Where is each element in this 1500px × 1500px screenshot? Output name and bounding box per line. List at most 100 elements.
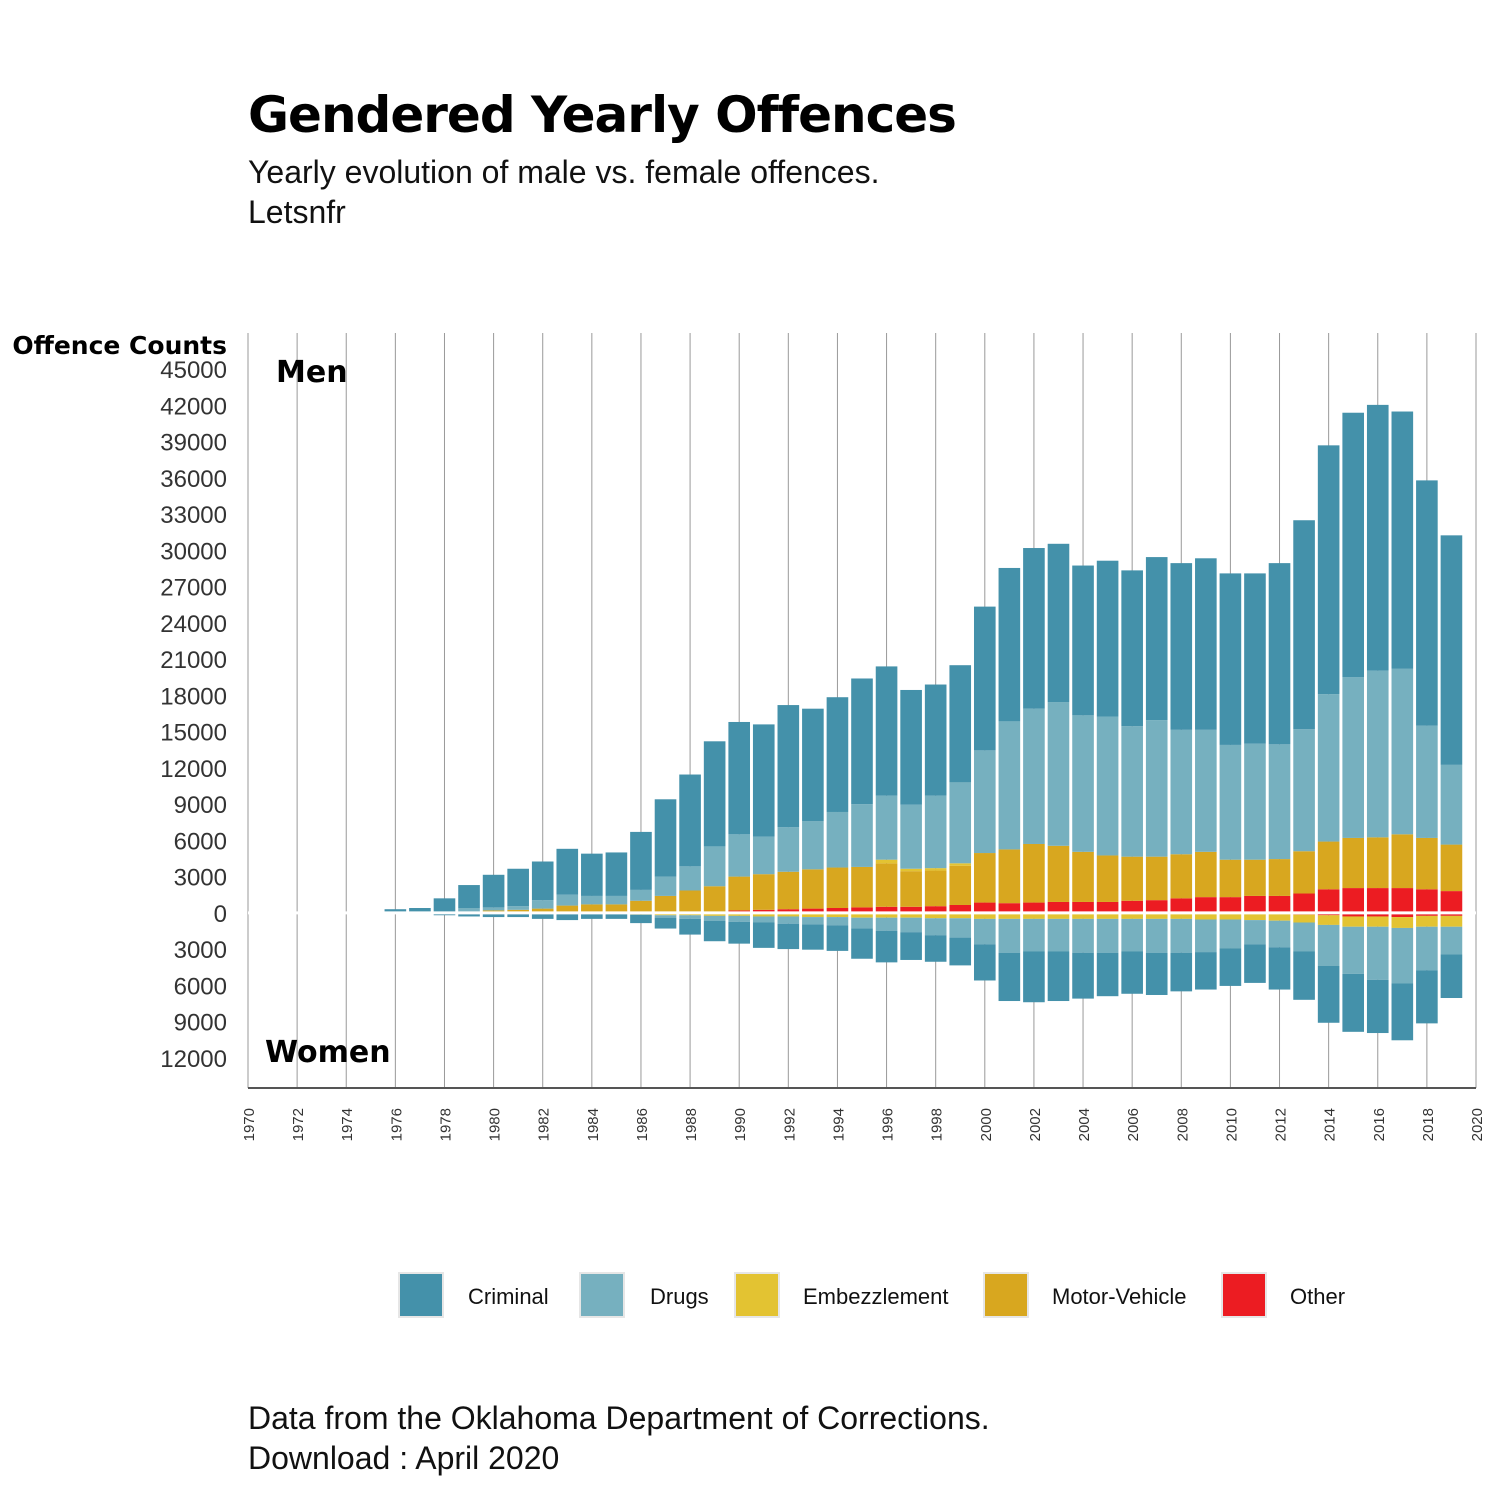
bar-women-embezzlement-2010 — [1219, 913, 1242, 920]
bar-men-other-2019 — [1440, 891, 1463, 913]
bar-men-other-2015 — [1342, 888, 1365, 913]
bar-men-criminal-1996 — [875, 666, 898, 796]
x-tick-label: 1978 — [437, 1108, 454, 1141]
bar-women-drugs-2014 — [1317, 924, 1340, 966]
bar-men-motor-vehicle-1986 — [630, 900, 652, 913]
bar-men-criminal-2011 — [1244, 573, 1266, 744]
bar-women-embezzlement-2003 — [1047, 912, 1070, 919]
bar-women-criminal-2011 — [1244, 944, 1266, 983]
x-tick-label: 1984 — [585, 1108, 602, 1141]
bar-women-criminal-2003 — [1047, 951, 1070, 1002]
bar-men-criminal-2001 — [998, 567, 1021, 722]
bar-men-other-2013 — [1293, 893, 1315, 913]
bar-men-drugs-1985 — [605, 895, 628, 905]
y-tick-label: 33000 — [160, 502, 227, 529]
bar-women-criminal-2006 — [1121, 951, 1143, 994]
bar-men-other-2017 — [1391, 888, 1414, 913]
bar-women-criminal-1980 — [482, 913, 505, 918]
bar-women-drugs-1988 — [679, 915, 701, 919]
y-tick-label: 42000 — [160, 393, 227, 420]
bar-women-criminal-2005 — [1096, 952, 1119, 997]
bar-men-criminal-2000 — [973, 606, 996, 751]
bar-women-criminal-1986 — [630, 914, 652, 924]
bar-men-motor-vehicle-2017 — [1391, 834, 1414, 889]
bar-women-embezzlement-2004 — [1072, 912, 1094, 919]
bar-women-criminal-1995 — [851, 928, 873, 959]
x-tick-label: 1988 — [683, 1108, 700, 1141]
bar-women-drugs-2013 — [1293, 922, 1315, 952]
bar-men-motor-vehicle-1995 — [851, 866, 873, 908]
bar-men-criminal-1994 — [826, 697, 849, 812]
legend-swatch-other — [1221, 1272, 1267, 1318]
bar-women-criminal-1988 — [679, 918, 701, 935]
bar-men-motor-vehicle-1997 — [900, 871, 922, 907]
bar-men-other-2018 — [1416, 889, 1438, 913]
bar-women-drugs-1997 — [900, 917, 922, 933]
bar-men-drugs-1994 — [826, 811, 849, 868]
bar-men-criminal-1983 — [556, 848, 579, 895]
bar-women-criminal-1985 — [605, 914, 628, 919]
bar-men-drugs-1979 — [458, 908, 480, 912]
bar-men-other-2003 — [1047, 901, 1070, 913]
bar-men-drugs-2003 — [1047, 702, 1070, 846]
bar-men-drugs-2016 — [1366, 670, 1389, 838]
bar-men-drugs-2001 — [998, 721, 1021, 850]
bar-men-other-2002 — [1023, 902, 1045, 913]
x-tick-label: 2020 — [1469, 1108, 1486, 1141]
legend-swatch-drugs — [579, 1272, 625, 1318]
bar-men-drugs-1992 — [777, 827, 800, 872]
bar-women-embezzlement-2014 — [1317, 915, 1340, 925]
bar-women-criminal-2001 — [998, 952, 1021, 1002]
bar-women-drugs-2003 — [1047, 918, 1070, 952]
bar-men-motor-vehicle-1992 — [777, 871, 800, 910]
bar-men-motor-vehicle-2008 — [1170, 854, 1193, 899]
bar-women-criminal-2008 — [1170, 952, 1193, 992]
subtitle-line-2: Letsnfr — [248, 194, 346, 230]
bar-women-drugs-2000 — [973, 918, 996, 945]
bar-men-drugs-1981 — [507, 906, 529, 910]
legend-label-drugs: Drugs — [650, 1284, 709, 1309]
bar-men-criminal-2008 — [1170, 563, 1193, 730]
bar-women-drugs-1994 — [826, 917, 849, 926]
bar-women-embezzlement-2006 — [1121, 912, 1143, 919]
bar-women-drugs-2019 — [1440, 926, 1463, 955]
bar-men-other-2012 — [1268, 895, 1291, 913]
bar-women-criminal-1998 — [924, 935, 947, 962]
bar-women-embezzlement-2005 — [1096, 912, 1119, 919]
bar-women-drugs-1993 — [802, 917, 824, 925]
bar-men-drugs-2015 — [1342, 677, 1365, 838]
bar-men-motor-vehicle-2014 — [1317, 841, 1340, 890]
bar-men-criminal-1978 — [433, 898, 456, 913]
bar-men-criminal-2012 — [1268, 563, 1291, 745]
bar-women-embezzlement-1997 — [900, 912, 922, 918]
bar-women-embezzlement-2009 — [1195, 913, 1217, 920]
bar-men-motor-vehicle-1984 — [581, 904, 603, 913]
bar-women-drugs-2010 — [1219, 919, 1242, 949]
bar-women-embezzlement-1990 — [728, 912, 751, 916]
bar-women-criminal-1982 — [531, 914, 554, 919]
bar-women-criminal-2015 — [1342, 973, 1365, 1032]
bar-men-drugs-1989 — [703, 846, 726, 887]
bar-men-motor-vehicle-2002 — [1023, 843, 1045, 903]
legend-label-other: Other — [1290, 1284, 1345, 1309]
bar-men-embezzlement-1998 — [924, 868, 947, 871]
bar-women-drugs-2001 — [998, 918, 1021, 953]
y-tick-label: 9000 — [174, 1010, 227, 1037]
bar-women-criminal-2000 — [973, 944, 996, 981]
bar-women-embezzlement-2011 — [1244, 914, 1266, 921]
bar-women-criminal-2002 — [1023, 951, 1045, 1003]
bar-men-motor-vehicle-1981 — [507, 909, 529, 913]
y-tick-label: 24000 — [160, 611, 227, 638]
bar-women-embezzlement-2016 — [1366, 916, 1389, 927]
legend-swatch-motor-vehicle — [983, 1272, 1029, 1318]
y-tick-label: 12000 — [160, 1046, 227, 1073]
bar-women-criminal-2007 — [1145, 952, 1168, 995]
bar-men-drugs-1982 — [531, 900, 554, 909]
x-tick-label: 2008 — [1174, 1108, 1191, 1141]
x-tick-label: 1998 — [929, 1108, 946, 1141]
bar-men-drugs-1986 — [630, 889, 652, 901]
x-tick-label: 2000 — [978, 1108, 995, 1141]
bar-men-embezzlement-1996 — [875, 859, 898, 864]
bar-men-criminal-1998 — [924, 684, 947, 796]
